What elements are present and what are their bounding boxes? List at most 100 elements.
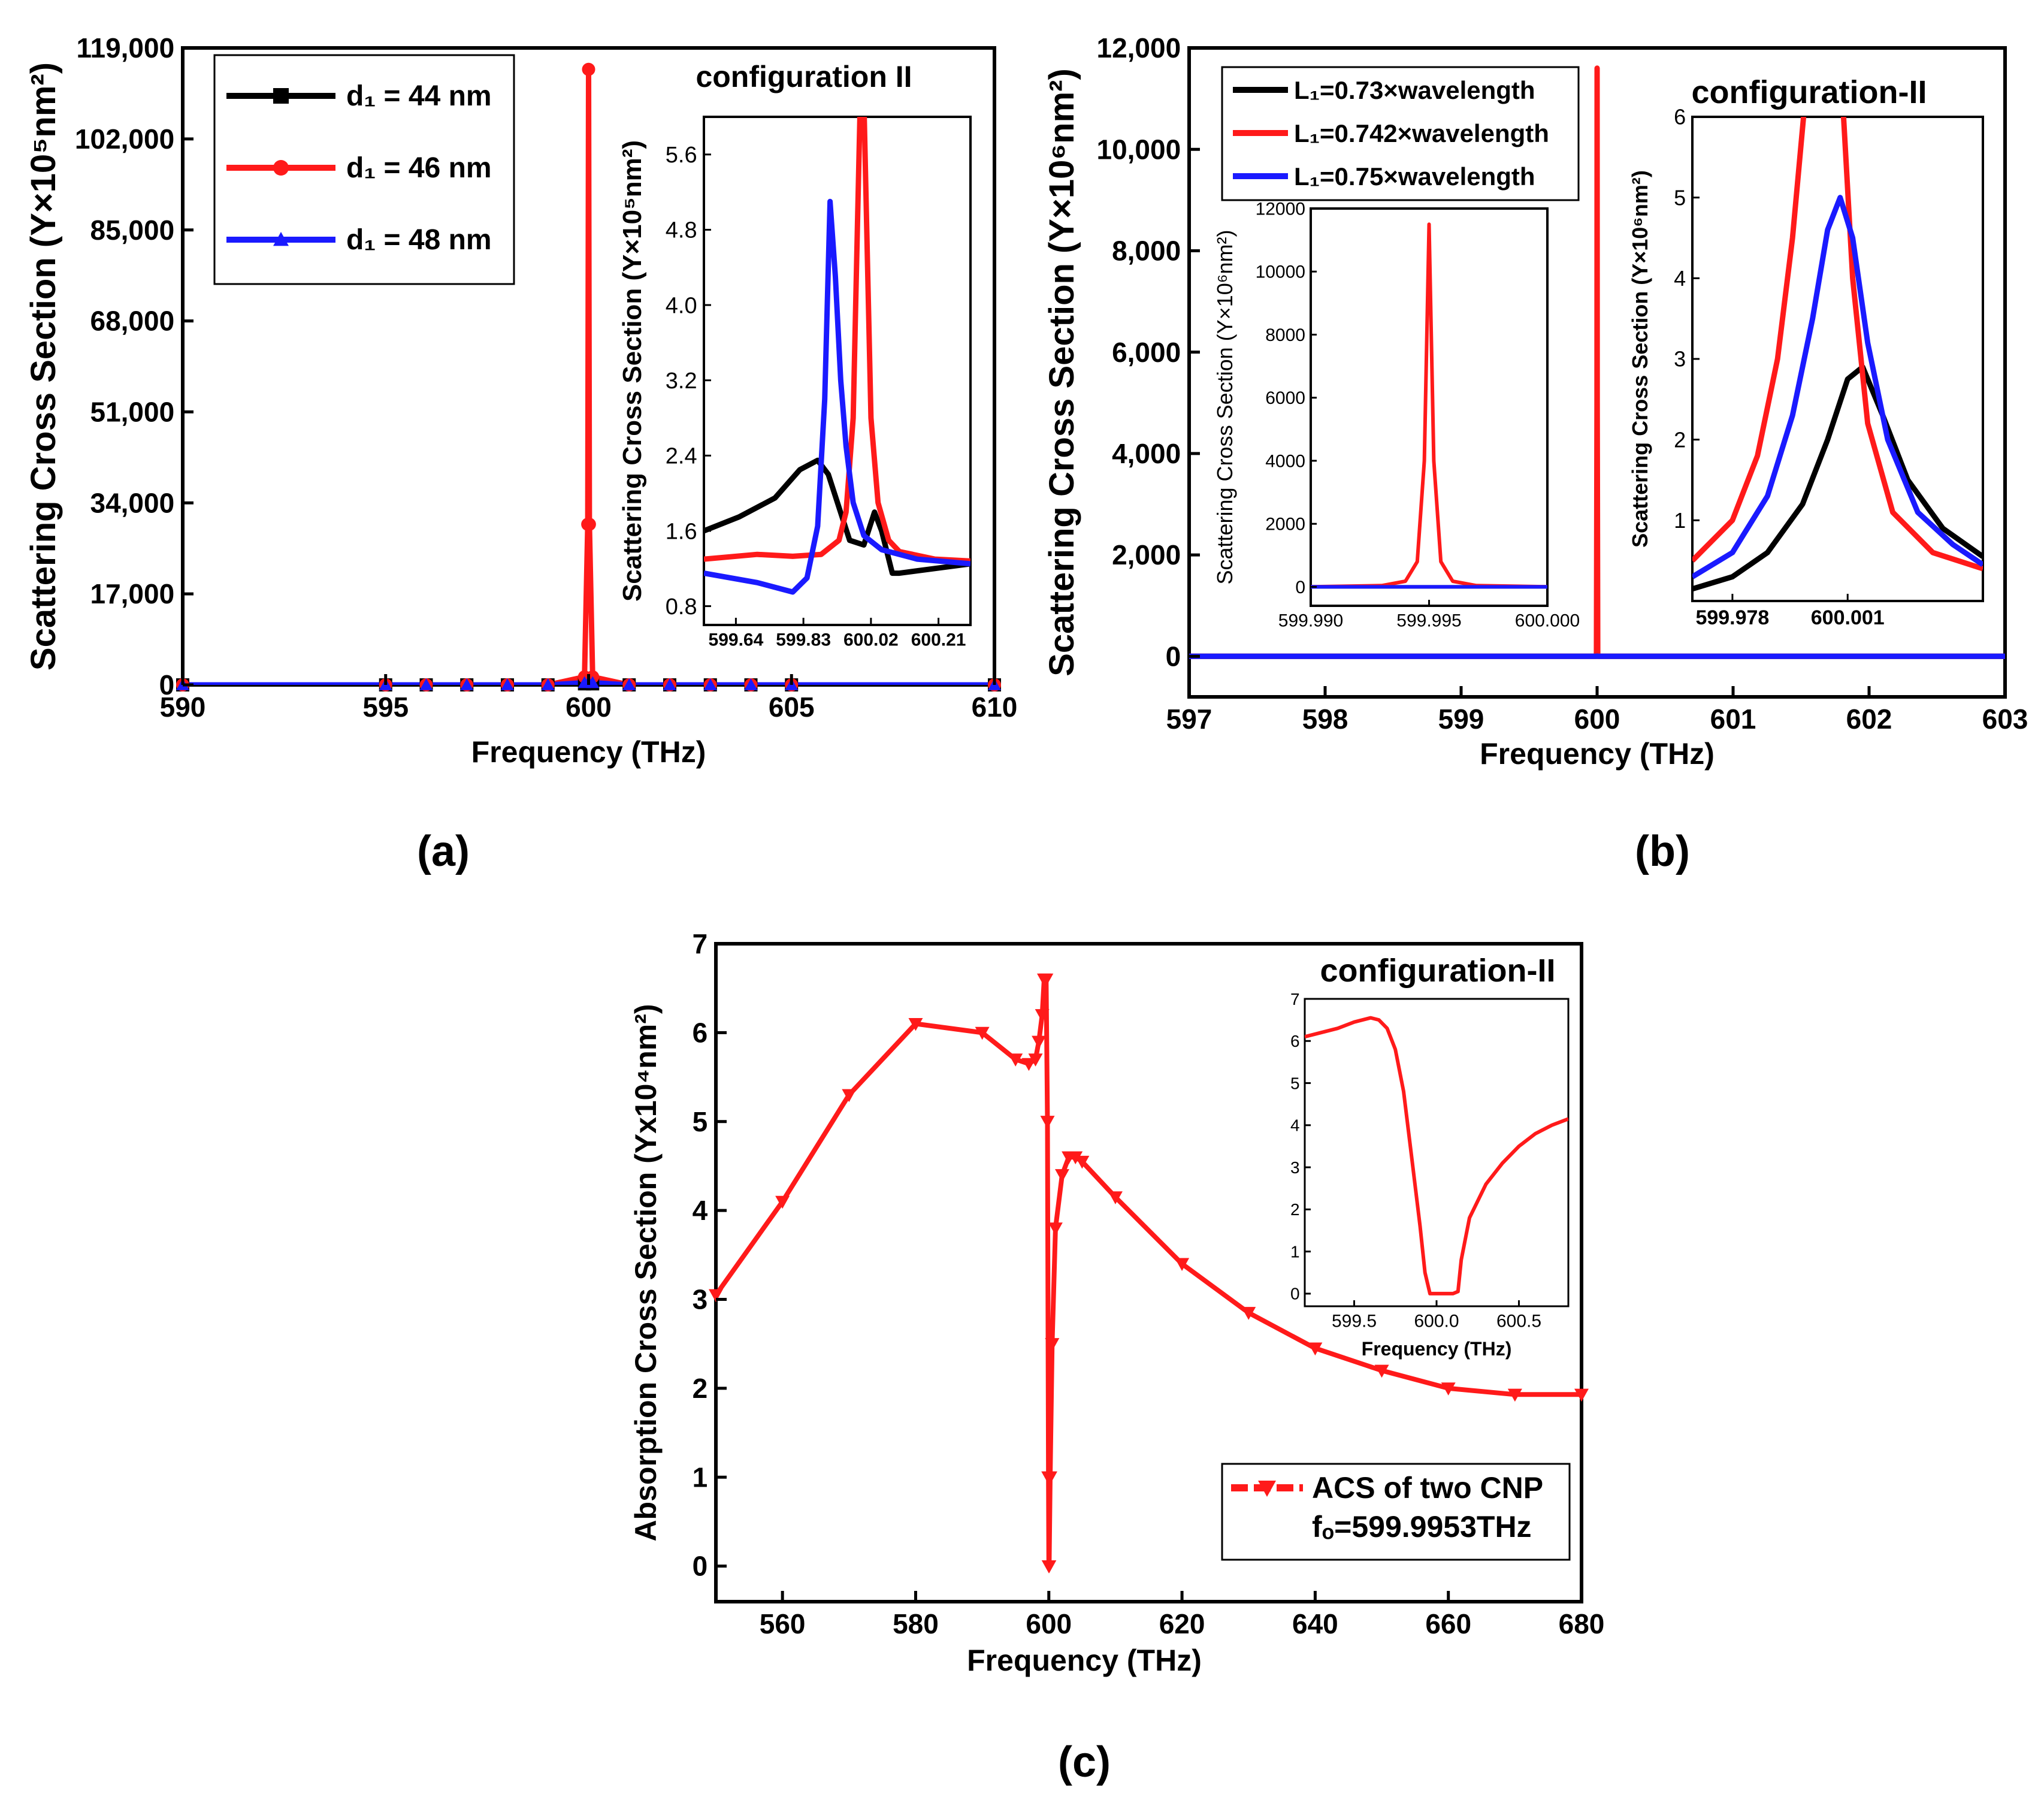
panel-a-inset-ytick-label: 2.4 xyxy=(666,444,697,469)
panel-c-series-0-point xyxy=(1045,1338,1060,1351)
panel-a-inset-ytick-label: 1.6 xyxy=(666,519,697,544)
panel-c-inset-ytick-label: 4 xyxy=(1290,1116,1300,1135)
panel-b-xtick-label: 602 xyxy=(1846,703,1892,735)
panel-c-xtick-label: 620 xyxy=(1159,1608,1205,1639)
panel-a-series-2-point xyxy=(744,678,758,690)
panel-b-xtick-label: 601 xyxy=(1710,703,1756,735)
panel-a-series-2-point xyxy=(419,678,433,690)
panel-a-xtick-label: 595 xyxy=(362,691,409,723)
panel-c-series-0-point xyxy=(1507,1388,1522,1402)
panel-c-legend-box xyxy=(1221,1463,1571,1561)
panel-b-inset-right-series-2-line xyxy=(1692,195,1983,579)
panel-c-series-0-point xyxy=(1035,1009,1050,1022)
panel-a-xtick-label: 605 xyxy=(769,691,815,723)
panel-c-ytick-label: 2 xyxy=(693,1373,708,1404)
panel-c-xtick-label: 660 xyxy=(1425,1608,1471,1639)
panel-c-series-0-point xyxy=(1028,1053,1043,1067)
panel-c-series-0-point xyxy=(1574,1388,1589,1402)
panel-c-series-0-point xyxy=(775,1195,790,1209)
panel-c: (c) 560 580 600 620 640 660 68001234567Frequen… xyxy=(629,928,1604,1786)
panel-a-series-2-point xyxy=(501,678,514,690)
panel-c-ytick-label: 0 xyxy=(693,1551,708,1582)
panel-c-xtick-label: 600 xyxy=(1026,1608,1072,1639)
panel-a-series-2-point xyxy=(703,678,717,690)
panel-a-legend-marker xyxy=(273,88,289,104)
panel-b-inset-right-ytick-label: 2 xyxy=(1674,427,1686,452)
panel-c-series-0-point xyxy=(908,1017,923,1031)
panel-c-inset-xtick-label: 600.0 xyxy=(1414,1312,1459,1331)
panel-c-inset-ytick-label: 5 xyxy=(1290,1074,1300,1092)
panel-b-xtick-label: 599 xyxy=(1438,703,1484,735)
panel-a-ytick-label: 102,000 xyxy=(75,123,174,155)
panel-c-series-0-point xyxy=(1032,1035,1047,1049)
panel-b-inset-left-series-1-line xyxy=(1311,222,1547,589)
panel-b: (b) 597 598 599 600 601 602 60302,0004,0006,00… xyxy=(1042,32,2028,875)
panel-c-series-0-point xyxy=(1068,1151,1083,1165)
panel-a: (a) 590 595 600 605 610 0 17,000 34,000 51,000 68… xyxy=(24,32,1017,875)
panel-a-inset-ytick-label: 4.8 xyxy=(666,218,697,243)
panel-c-inset-xtick-label: 599.5 xyxy=(1332,1312,1377,1331)
panel-a-series-2-point xyxy=(586,676,600,688)
panel-c-series-0-point xyxy=(1441,1382,1456,1396)
panel-a-legend-label: d₁ = 46 nm xyxy=(346,152,492,184)
panel-b-inset-right-series-1-line xyxy=(1692,117,1983,572)
panel-c-inset-ytick-label: 3 xyxy=(1290,1158,1300,1177)
panel-a-series-2-point xyxy=(460,678,474,690)
panel-c-series-0-point xyxy=(842,1089,857,1103)
panel-a-legend-label: d₁ = 44 nm xyxy=(346,80,492,112)
panel-c-xtick-label: 640 xyxy=(1292,1608,1338,1639)
panel-a-inset-ytick-label: 0.8 xyxy=(666,594,697,620)
panel-a-inset-ytick-label: 3.2 xyxy=(666,369,697,394)
panel-c-series-0-point xyxy=(1039,973,1054,987)
panel-a-xtick-label: 600 xyxy=(566,691,612,723)
panel-b-ytick-label: 4,000 xyxy=(1112,438,1181,469)
panel-c-xtick-label: 580 xyxy=(893,1608,939,1639)
panel-a-series-2-point xyxy=(622,678,636,690)
panel-c-ytick-label: 5 xyxy=(693,1106,708,1137)
panel-c-inset-series-0-line xyxy=(1305,1016,1568,1295)
panel-c-inset-ytick-label: 0 xyxy=(1290,1285,1300,1303)
panel-c-series-0-point xyxy=(1008,1053,1023,1067)
panel-b-inset-left-xtick-label: 600.000 xyxy=(1515,611,1580,631)
panel-c-xtick-label: 680 xyxy=(1559,1608,1605,1639)
panel-a-legend-marker xyxy=(273,160,289,176)
panel-a-inset-ylabel: Scattering Cross Section (Y×10⁵nm²) xyxy=(618,140,647,602)
panel-b-xtick-label: 598 xyxy=(1302,703,1348,735)
panel-a-ytick-label: 17,000 xyxy=(90,578,174,609)
panel-c-inset-xlabel: Frequency (THz) xyxy=(1362,1338,1512,1360)
panel-b-inset-left-ytick-label: 12000 xyxy=(1256,200,1305,219)
panel-a-ytick-label: 68,000 xyxy=(90,306,174,337)
panel-c-series-0-point xyxy=(1241,1307,1256,1320)
panel-c-xlabel: Frequency (THz) xyxy=(967,1644,1202,1677)
panel-b-xtick-label: 600 xyxy=(1574,703,1620,735)
panel-b-inset-right-ytick-label: 5 xyxy=(1674,185,1686,210)
panel-b-inset-left-ytick-label: 10000 xyxy=(1256,262,1305,282)
panel-c-series-0-point xyxy=(1048,1222,1063,1236)
panel-a-ytick-label: 85,000 xyxy=(90,215,174,246)
panel-c-inset-xtick-label: 600.5 xyxy=(1496,1312,1541,1331)
panel-c-inset-ytick-label: 6 xyxy=(1290,1032,1300,1050)
panel-b-inset-right-ylabel: Scattering Cross Section (Y×10⁶nm²) xyxy=(1628,170,1652,548)
panel-b-inset-right-ytick-label: 1 xyxy=(1674,508,1686,533)
panel-a-inset-xtick-label: 599.83 xyxy=(776,630,831,650)
panel-b-ytick-label: 2,000 xyxy=(1112,539,1181,570)
panel-b-ylabel: Scattering Cross Section (Y×10⁶nm²) xyxy=(1042,68,1081,676)
panel-a-annotation: configuration II xyxy=(696,60,912,93)
panel-b-ytick-label: 0 xyxy=(1166,641,1181,672)
panel-c-legend-extra: fₒ=599.9953THz xyxy=(1312,1510,1532,1544)
panel-c-inset-plot-area xyxy=(1304,998,1570,1307)
panel-c-series-0-point xyxy=(1075,1155,1090,1169)
panel-a-series-2-point xyxy=(541,678,555,690)
panel-b-inset-left-ytick-label: 8000 xyxy=(1265,325,1305,345)
panel-a-ylabel: Scattering Cross Section (Y×10⁵nm²) xyxy=(24,62,63,671)
panel-b-inset-right-xtick-label: 599.978 xyxy=(1695,606,1769,629)
panel-b-inset-right-plot-area xyxy=(1691,116,1984,602)
panel-c-ytick-label: 4 xyxy=(693,1195,708,1226)
panel-b-ytick-label: 6,000 xyxy=(1112,337,1181,368)
panel-c-ylabel: Absorption Cross Section (Yx10⁴nm²) xyxy=(629,1004,663,1541)
panel-c-ytick-label: 1 xyxy=(693,1461,708,1493)
panel-c-inset-ytick-label: 2 xyxy=(1290,1200,1300,1219)
panel-a-xlabel: Frequency (THz) xyxy=(471,735,706,769)
panel-a-inset-plot-area xyxy=(703,116,972,626)
